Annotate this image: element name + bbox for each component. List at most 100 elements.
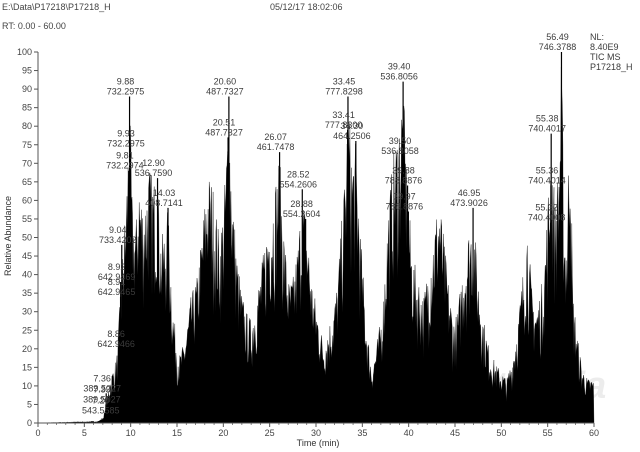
y-tick-label: 25 <box>22 325 32 335</box>
peak-rt-label: 12.90 <box>142 158 165 168</box>
peak-mz-label: 389.5027 <box>83 394 121 404</box>
peak-rt-label: 9.93 <box>117 128 135 138</box>
peak-mz-label: 777.8298 <box>325 87 363 97</box>
y-tick-label: 90 <box>22 84 32 94</box>
info-line: 8.40E9 <box>590 42 619 52</box>
peak-mz-label: 642.9465 <box>98 287 136 297</box>
peak-rt-label: 9.81 <box>116 151 134 161</box>
x-tick-label: 0 <box>35 428 40 438</box>
timestamp: 05/12/17 18:02:06 <box>270 2 343 12</box>
peak-mz-label: 536.7590 <box>135 168 173 178</box>
peak-rt-label: 46.95 <box>458 188 481 198</box>
peak-rt-label: 39.88 <box>392 166 415 176</box>
peak-mz-label: 642.9469 <box>98 272 136 282</box>
x-tick-label: 55 <box>543 428 553 438</box>
peak-mz-label: 740.4014 <box>528 176 566 186</box>
peak-rt-label: 39.50 <box>389 136 412 146</box>
x-tick-label: 35 <box>357 428 367 438</box>
y-tick-label: 40 <box>22 270 32 280</box>
peak-mz-label: 389.5027 <box>83 383 121 393</box>
peak-rt-label: 8.92 <box>108 262 126 272</box>
y-tick-label: 20 <box>22 344 32 354</box>
peak-mz-label: 461.7478 <box>257 142 295 152</box>
peak-annotations: 7.20543.55857.33389.50277.36389.50278.86… <box>82 32 576 416</box>
y-tick-label: 100 <box>17 47 32 57</box>
y-tick-label: 0 <box>27 418 32 428</box>
y-tick-label: 50 <box>22 233 32 243</box>
peak-rt-label: 7.20 <box>92 396 110 406</box>
peak-mz-label: 487.7327 <box>205 127 243 137</box>
x-tick-label: 10 <box>126 428 136 438</box>
x-tick-label: 15 <box>172 428 182 438</box>
peak-rt-label: 28.52 <box>287 169 310 179</box>
peak-rt-label: 7.36 <box>93 373 111 383</box>
peak-rt-label: 34.30 <box>341 121 364 131</box>
peak-rt-label: 7.33 <box>93 384 111 394</box>
trace-layer <box>38 52 595 424</box>
peak-rt-label: 8.86 <box>107 329 125 339</box>
y-tick-label: 60 <box>22 195 32 205</box>
peak-rt-label: 20.51 <box>213 117 236 127</box>
peak-rt-label: 39.40 <box>388 62 411 72</box>
y-axis-title: Relative Abundance <box>3 196 13 276</box>
axis-layer: 0 5 10 15 20 25 30 35 40 45 50 55 60 0 5 10 15 20 25 30 35 40… <box>17 47 599 438</box>
y-tick-label: 70 <box>22 158 32 168</box>
tic-trace <box>38 67 595 424</box>
y-tick-label: 85 <box>22 103 32 113</box>
y-tick-label: 80 <box>22 121 32 131</box>
peak-mz-label: 408.7141 <box>145 198 183 208</box>
peak-mz-label: 536.8058 <box>381 146 419 156</box>
peak-mz-label: 740.4017 <box>528 124 566 134</box>
peak-rt-label: 55.36 <box>536 166 559 176</box>
y-tick-label: 65 <box>22 177 32 187</box>
x-axis-title: Time (min) <box>297 438 340 448</box>
peak-mz-label: 746.3788 <box>539 42 577 52</box>
x-tick-label: 20 <box>218 428 228 438</box>
y-tick-label: 45 <box>22 251 32 261</box>
peak-mz-label: 777.8300 <box>325 120 363 130</box>
y-tick-label: 95 <box>22 66 32 76</box>
x-tick-label: 50 <box>496 428 506 438</box>
peak-rt-label: 56.49 <box>546 32 569 42</box>
peak-rt-label: 55.32 <box>535 203 558 213</box>
peak-rt-label: 55.38 <box>536 114 559 124</box>
peak-mz-label: 732.2975 <box>107 87 145 97</box>
x-tick-label: 45 <box>450 428 460 438</box>
info-line: P17218_H <box>590 62 633 72</box>
x-tick-label: 25 <box>265 428 275 438</box>
x-tick-label: 40 <box>404 428 414 438</box>
peak-mz-label: 536.8056 <box>380 72 418 82</box>
peak-rt-label: 9.88 <box>117 77 135 87</box>
peak-mz-label: 740.4008 <box>528 213 566 223</box>
peak-rt-label: 20.60 <box>214 77 237 87</box>
peak-mz-label: 788.8876 <box>385 176 423 186</box>
peak-mz-label: 543.5585 <box>82 406 120 416</box>
peak-rt-label: 26.07 <box>264 132 287 142</box>
peak-rt-label: 8.91 <box>108 277 126 287</box>
x-tick-label: 30 <box>311 428 321 438</box>
peak-mz-label: 464.2506 <box>333 131 371 141</box>
y-tick-label: 5 <box>27 399 32 409</box>
